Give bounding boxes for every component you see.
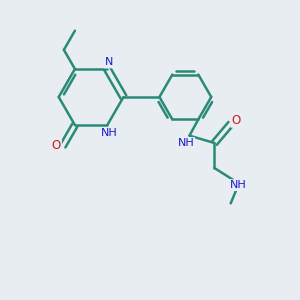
Text: O: O xyxy=(231,114,241,127)
Text: NH: NH xyxy=(230,180,246,190)
Text: N: N xyxy=(105,58,113,68)
Text: NH: NH xyxy=(100,128,117,138)
Text: O: O xyxy=(52,140,61,152)
Text: NH: NH xyxy=(178,138,194,148)
